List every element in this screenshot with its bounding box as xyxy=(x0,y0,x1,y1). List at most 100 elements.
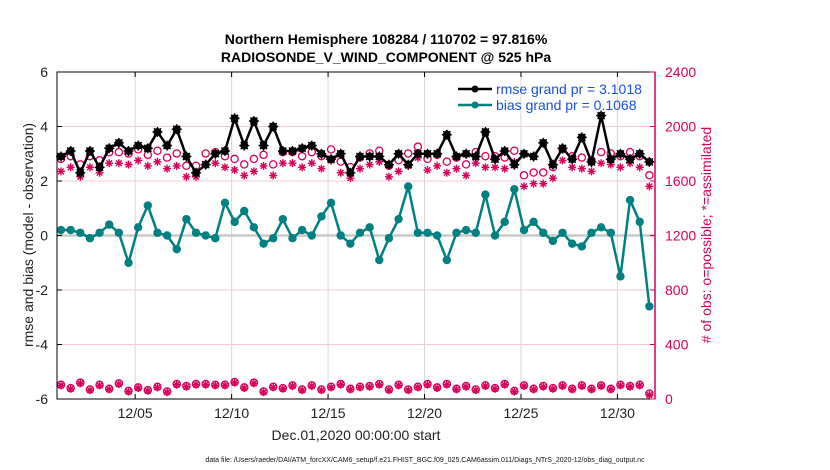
obs-assimilated-marker xyxy=(433,161,442,170)
bias-point xyxy=(172,244,181,254)
bias-point xyxy=(249,223,259,232)
obs-assimilated-marker xyxy=(317,386,326,395)
obs-assimilated-marker xyxy=(587,385,596,394)
bias-point xyxy=(461,225,471,235)
obs-assimilated-marker xyxy=(539,179,548,188)
obs-assimilated-marker xyxy=(413,383,422,392)
bias-point xyxy=(211,234,220,243)
obs-assimilated-marker xyxy=(269,383,278,392)
x-tick-label: 12/20 xyxy=(407,405,442,421)
bias-point xyxy=(182,214,191,224)
rmse-point-star xyxy=(56,151,66,162)
bias-point xyxy=(375,255,384,265)
rmse-point-star xyxy=(229,113,240,124)
obs-assimilated-marker xyxy=(519,182,528,191)
obs-assimilated-marker xyxy=(471,386,480,395)
rmse-point-star xyxy=(200,159,211,170)
bias-point xyxy=(596,223,606,232)
obs-assimilated-marker xyxy=(240,384,249,393)
rmse-point-star xyxy=(364,151,375,162)
bias-point xyxy=(413,228,423,237)
obs-assimilated-marker xyxy=(568,385,577,394)
obs-possible-marker xyxy=(442,157,452,166)
obs-assimilated-marker xyxy=(201,380,210,389)
bias-point xyxy=(336,231,345,240)
legend: rmse grand pr = 3.1018 bias grand pr = 0… xyxy=(458,81,642,113)
obs-assimilated-marker xyxy=(558,382,567,391)
rmse-point-star xyxy=(94,162,105,173)
rmse-point-star xyxy=(412,148,423,159)
obs-assimilated-marker xyxy=(288,159,297,168)
obs-assimilated-marker xyxy=(356,383,364,392)
rmse-point-star xyxy=(297,143,308,154)
rmse-point-star xyxy=(162,140,173,151)
bias-point xyxy=(278,214,288,224)
bias-point xyxy=(230,217,239,227)
obs-assimilated-marker xyxy=(384,386,393,395)
bias-point xyxy=(143,201,153,210)
obs-assimilated-marker xyxy=(645,182,654,191)
obs-assimilated-marker xyxy=(211,381,220,390)
obs-assimilated-marker xyxy=(384,172,393,181)
obs-assimilated-marker xyxy=(278,384,287,393)
rmse-point-star xyxy=(239,140,250,151)
rmse-point-star xyxy=(152,126,163,137)
bias-point xyxy=(606,228,615,237)
obs-assimilated-marker xyxy=(240,171,249,180)
rmse-point-star xyxy=(345,167,356,178)
obs-assimilated-marker xyxy=(462,171,471,180)
obs-assimilated-marker xyxy=(76,379,85,388)
bias-point xyxy=(384,234,394,243)
obs-assimilated-marker xyxy=(327,383,336,392)
bias-point xyxy=(317,212,326,221)
rmse-point-star xyxy=(490,154,501,165)
rmse-point-star xyxy=(84,146,95,157)
obs-possible-marker xyxy=(596,147,606,157)
bias-point xyxy=(326,198,336,207)
bias-point xyxy=(346,239,355,248)
legend-bias-label: bias grand pr = 0.1068 xyxy=(496,97,637,113)
rmse-point-star xyxy=(268,121,279,132)
obs-possible-marker xyxy=(403,149,413,158)
bias-point xyxy=(288,234,297,243)
obs-possible-marker xyxy=(510,146,519,155)
rmse-point-star xyxy=(557,143,568,154)
x-tick-label: 12/10 xyxy=(214,405,249,421)
rmse-point-star xyxy=(547,159,558,170)
obs-assimilated-marker xyxy=(124,160,133,169)
obs-assimilated-marker xyxy=(66,163,75,172)
obs-assimilated-marker xyxy=(529,179,538,188)
chart-title-line1: Northern Hemisphere 108284 / 110702 = 97… xyxy=(225,31,548,47)
bias-point xyxy=(66,225,75,235)
rmse-point-star xyxy=(441,129,452,140)
bias-point xyxy=(442,255,452,265)
bias-point xyxy=(423,228,432,237)
obs-assimilated-marker xyxy=(548,174,557,183)
bias-point xyxy=(432,231,442,240)
y-tick-label: -2 xyxy=(36,282,49,298)
obs-assimilated-marker xyxy=(452,164,461,173)
obs-assimilated-marker xyxy=(577,164,586,173)
bias-point xyxy=(162,231,172,240)
obs-assimilated-marker xyxy=(442,168,451,177)
bias-point xyxy=(153,228,162,237)
ticks: 12/05 12/10 12/15 12/20 12/25 12/30 -6 -4 -2 0 2 4 6… xyxy=(36,64,697,421)
rmse-point-star xyxy=(65,146,76,157)
rmse-point-star xyxy=(461,148,472,159)
y-tick-label: -4 xyxy=(36,337,49,353)
y-tick-label: 0 xyxy=(40,228,48,244)
rmse-point-star xyxy=(142,143,153,154)
obs-possible-marker xyxy=(153,146,162,155)
obs-possible-marker xyxy=(182,161,191,170)
bias-point xyxy=(191,228,201,237)
obs-assimilated-marker xyxy=(587,167,596,176)
obs-assimilated-marker xyxy=(66,384,75,393)
rmse-point-star xyxy=(644,156,655,167)
obs-assimilated-marker xyxy=(548,384,557,393)
obs-assimilated-marker xyxy=(616,381,625,390)
bias-point xyxy=(220,198,230,207)
obs-assimilated-marker xyxy=(220,163,229,172)
obs-assimilated-marker xyxy=(95,381,104,390)
obs-assimilated-marker xyxy=(182,382,191,391)
rmse-point-star xyxy=(480,126,491,137)
